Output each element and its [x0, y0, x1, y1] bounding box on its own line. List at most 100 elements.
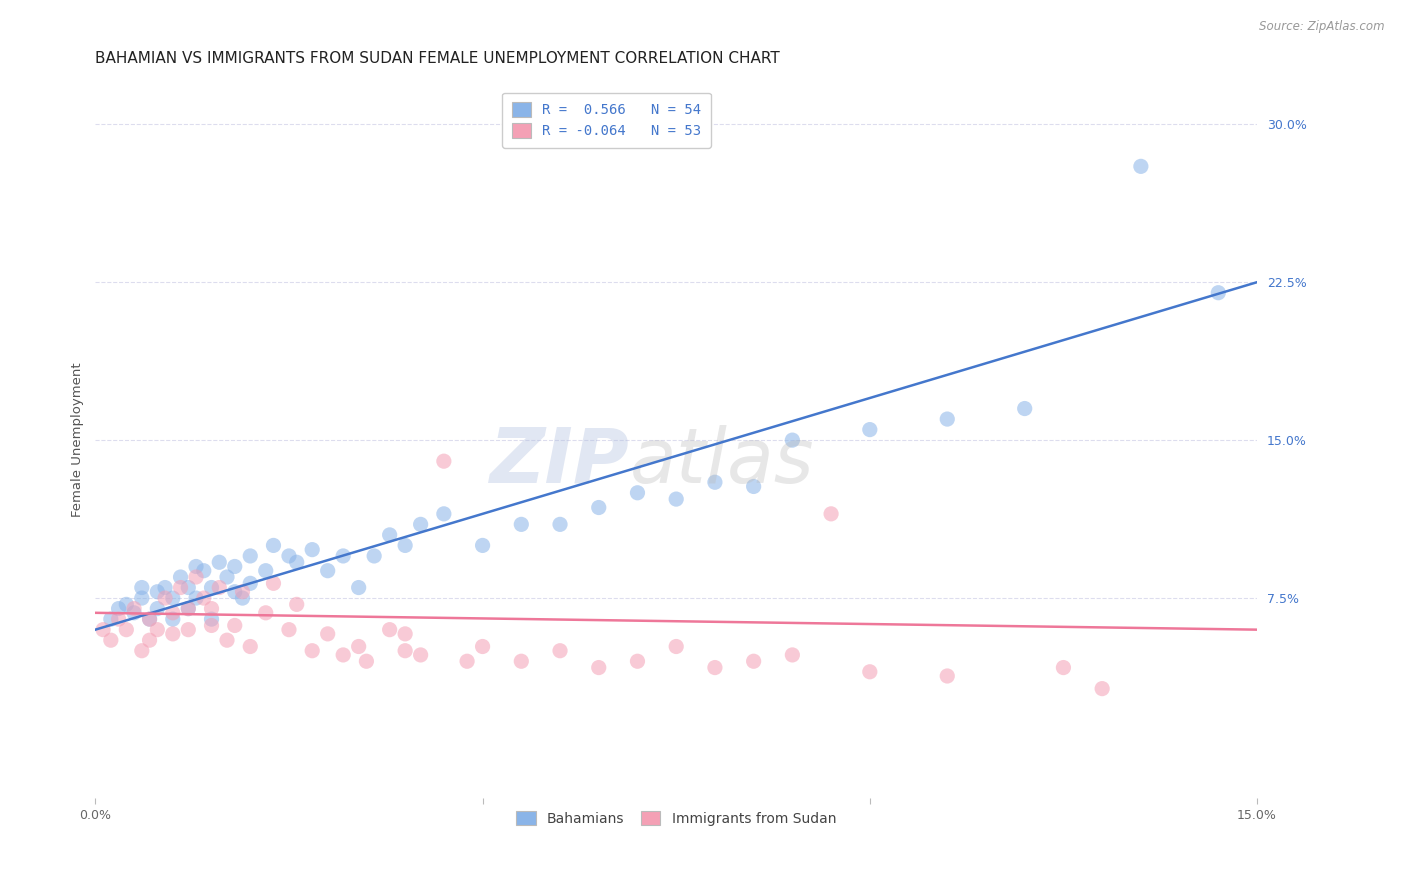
Point — [332, 549, 354, 563]
Point — [433, 507, 456, 521]
Point — [782, 433, 804, 447]
Point — [231, 584, 253, 599]
Point — [703, 660, 725, 674]
Point — [820, 507, 842, 521]
Point — [301, 542, 323, 557]
Point — [231, 591, 253, 605]
Point — [146, 584, 169, 599]
Point — [215, 570, 238, 584]
Point — [107, 601, 129, 615]
Point — [471, 640, 494, 654]
Point — [254, 564, 277, 578]
Point — [184, 559, 207, 574]
Point — [471, 538, 494, 552]
Point — [301, 644, 323, 658]
Point — [1052, 660, 1074, 674]
Point — [1129, 160, 1152, 174]
Point — [177, 601, 200, 615]
Point — [285, 555, 308, 569]
Point — [316, 627, 339, 641]
Point — [146, 623, 169, 637]
Point — [548, 517, 571, 532]
Point — [409, 517, 432, 532]
Point — [378, 528, 401, 542]
Point — [131, 591, 153, 605]
Point — [115, 598, 138, 612]
Point — [100, 633, 122, 648]
Point — [510, 654, 533, 668]
Point — [936, 412, 959, 426]
Text: ZIP: ZIP — [489, 425, 630, 499]
Point — [378, 623, 401, 637]
Point — [153, 591, 176, 605]
Point — [115, 623, 138, 637]
Point — [200, 581, 222, 595]
Legend: Bahamians, Immigrants from Sudan: Bahamians, Immigrants from Sudan — [508, 803, 845, 834]
Point — [177, 623, 200, 637]
Text: BAHAMIAN VS IMMIGRANTS FROM SUDAN FEMALE UNEMPLOYMENT CORRELATION CHART: BAHAMIAN VS IMMIGRANTS FROM SUDAN FEMALE… — [96, 51, 780, 66]
Point — [936, 669, 959, 683]
Point — [200, 601, 222, 615]
Point — [626, 654, 648, 668]
Point — [162, 591, 184, 605]
Point — [665, 492, 688, 507]
Point — [254, 606, 277, 620]
Point — [433, 454, 456, 468]
Point — [1208, 285, 1230, 300]
Point — [782, 648, 804, 662]
Point — [1014, 401, 1036, 416]
Point — [91, 623, 114, 637]
Point — [456, 654, 478, 668]
Point — [224, 584, 246, 599]
Text: Source: ZipAtlas.com: Source: ZipAtlas.com — [1260, 20, 1385, 33]
Point — [224, 618, 246, 632]
Point — [100, 612, 122, 626]
Point — [162, 606, 184, 620]
Point — [131, 644, 153, 658]
Point — [394, 644, 416, 658]
Point — [184, 570, 207, 584]
Point — [363, 549, 385, 563]
Point — [224, 559, 246, 574]
Point — [332, 648, 354, 662]
Point — [162, 612, 184, 626]
Point — [703, 475, 725, 490]
Point — [138, 612, 160, 626]
Point — [285, 598, 308, 612]
Point — [153, 581, 176, 595]
Y-axis label: Female Unemployment: Female Unemployment — [72, 363, 84, 517]
Point — [510, 517, 533, 532]
Point — [742, 479, 765, 493]
Point — [347, 581, 370, 595]
Point — [859, 423, 882, 437]
Point — [200, 612, 222, 626]
Point — [859, 665, 882, 679]
Text: atlas: atlas — [630, 425, 814, 499]
Point — [208, 555, 231, 569]
Point — [177, 601, 200, 615]
Point — [356, 654, 378, 668]
Point — [177, 581, 200, 595]
Point — [1091, 681, 1114, 696]
Point — [742, 654, 765, 668]
Point — [626, 485, 648, 500]
Point — [208, 581, 231, 595]
Point — [409, 648, 432, 662]
Point — [394, 538, 416, 552]
Point — [316, 564, 339, 578]
Point — [588, 660, 610, 674]
Point — [394, 627, 416, 641]
Point — [239, 640, 262, 654]
Point — [347, 640, 370, 654]
Point — [138, 633, 160, 648]
Point — [548, 644, 571, 658]
Point — [193, 591, 215, 605]
Point — [200, 618, 222, 632]
Point — [184, 591, 207, 605]
Point — [278, 549, 301, 563]
Point — [239, 576, 262, 591]
Point — [239, 549, 262, 563]
Point — [122, 601, 145, 615]
Point — [193, 564, 215, 578]
Point — [588, 500, 610, 515]
